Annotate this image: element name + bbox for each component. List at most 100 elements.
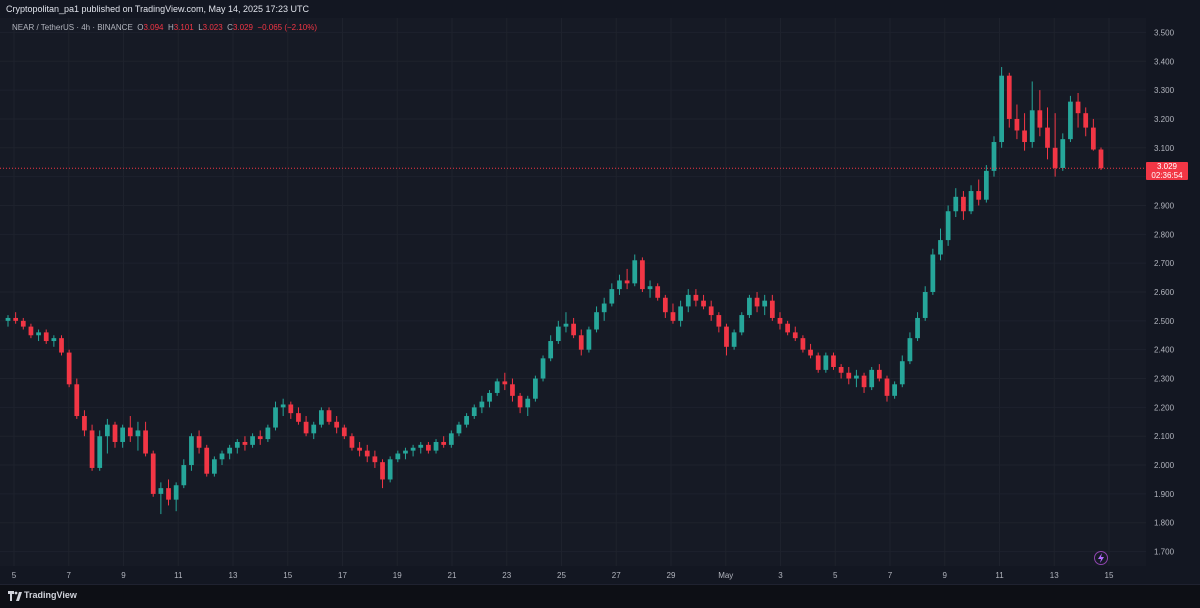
candle-body: [869, 369, 875, 388]
candle-body: [1068, 101, 1073, 140]
candle-body: [708, 306, 714, 316]
candle-body: [907, 338, 913, 362]
candle-body: [135, 430, 141, 437]
bolt-icon[interactable]: [1094, 551, 1108, 565]
candle-body: [601, 303, 607, 313]
candle-body: [395, 453, 401, 460]
footer-bar: TradingView: [0, 584, 1200, 608]
open-label: O: [137, 23, 144, 32]
candle-body: [1075, 101, 1081, 114]
candle-body: [961, 196, 966, 212]
x-tick-label: 5: [833, 571, 838, 580]
time-axis[interactable]: 5 7 9 11 13 15 17 19 21 23 25 27 29 May 3 5 7 9 11 13 15: [0, 566, 1146, 584]
price-axis-labels: 3.5003.4003.3003.2003.1003.0002.9002.800…: [1154, 28, 1175, 557]
candle-body: [968, 191, 974, 212]
x-tick-label: 23: [502, 571, 511, 580]
candle-body: [257, 436, 263, 440]
y-tick-label: 2.600: [1154, 288, 1175, 297]
candle-body: [441, 441, 447, 445]
candle-body: [922, 292, 928, 318]
candle-body: [288, 404, 294, 414]
x-tick-label: 17: [338, 571, 347, 580]
candle-body: [303, 421, 309, 434]
candle-body: [846, 372, 852, 379]
candle-body: [655, 286, 661, 298]
candle-body: [854, 375, 859, 379]
candle-body: [716, 315, 722, 327]
candle-body: [899, 361, 905, 385]
close-value: 3.029: [232, 23, 253, 32]
low-value: 3.023: [202, 23, 223, 32]
y-tick-label: 3.300: [1154, 86, 1175, 95]
symbol-line[interactable]: NEAR / TetherUS · 4h · BINANCE: [12, 23, 133, 32]
publish-line: Cryptopolitan_pa1 published on TradingVi…: [6, 4, 310, 14]
y-tick-label: 1.700: [1154, 548, 1175, 557]
candle-body: [991, 142, 997, 171]
candle-body: [173, 485, 179, 500]
chart-pane[interactable]: [0, 18, 1146, 566]
price-axis[interactable]: 3.5003.4003.3003.2003.1003.0002.9002.800…: [1146, 18, 1200, 566]
candle-body: [724, 326, 729, 347]
candle-body: [815, 355, 821, 370]
candle-body: [525, 398, 531, 408]
candle-body: [1029, 110, 1035, 143]
candle-body: [319, 410, 324, 425]
candle-body: [471, 407, 477, 417]
candle-body: [250, 436, 255, 445]
candle-body: [563, 323, 569, 327]
candle-body: [311, 424, 317, 434]
y-tick-label: 2.000: [1154, 461, 1175, 470]
candle-body: [196, 436, 202, 448]
x-tick-label: 27: [612, 571, 621, 580]
y-tick-label: 2.800: [1154, 230, 1175, 239]
candle-body: [1022, 130, 1027, 143]
candle-body: [112, 424, 118, 442]
candle-body: [326, 410, 332, 422]
candle-body: [189, 436, 194, 466]
footer-brand[interactable]: TradingView: [24, 590, 77, 600]
candle-body: [678, 306, 683, 321]
candle-body: [120, 427, 126, 442]
symbol-legend: NEAR / TetherUS · 4h · BINANCE O3.094 H3…: [12, 23, 317, 32]
candle-body: [701, 300, 706, 307]
x-tick-label: 7: [67, 571, 72, 580]
candle-body: [1014, 118, 1020, 131]
candle-body: [540, 358, 546, 379]
x-tick-label: 15: [283, 571, 292, 580]
candle-body: [510, 384, 515, 396]
candle-body: [494, 381, 500, 393]
tradingview-logo-icon[interactable]: [8, 591, 22, 601]
candle-body: [823, 355, 829, 370]
candle-body: [219, 453, 225, 460]
x-tick-label: 9: [943, 571, 948, 580]
candle-body: [150, 453, 156, 494]
x-tick-label: 13: [229, 571, 238, 580]
candle-body: [617, 280, 622, 290]
candle-body: [166, 488, 171, 500]
candle-body: [43, 332, 49, 342]
candle-body: [104, 424, 110, 437]
candle-body: [1060, 139, 1066, 168]
high-label: H: [167, 23, 174, 32]
candle-body: [624, 280, 630, 284]
candle-body: [586, 329, 592, 350]
candle-body: [548, 341, 554, 359]
x-tick-label: 29: [667, 571, 676, 580]
candle-body: [1052, 147, 1058, 168]
candlestick-plot[interactable]: [0, 18, 1146, 566]
candle-body: [785, 323, 790, 333]
bar-countdown: 02:36:54: [1151, 171, 1183, 181]
candle-body: [892, 384, 897, 396]
candle-body: [647, 286, 653, 290]
candle-body: [426, 444, 431, 451]
candle-body: [448, 433, 454, 445]
candle-body: [181, 465, 187, 486]
candle-body: [762, 300, 768, 307]
candle-body: [51, 338, 57, 342]
candle-body: [976, 191, 982, 200]
candle-body: [5, 317, 11, 321]
y-tick-label: 2.100: [1154, 432, 1175, 441]
change-value: −0.065 (−2.10%): [257, 23, 318, 32]
x-tick-label: 25: [557, 571, 566, 580]
candle-body: [1006, 75, 1012, 119]
